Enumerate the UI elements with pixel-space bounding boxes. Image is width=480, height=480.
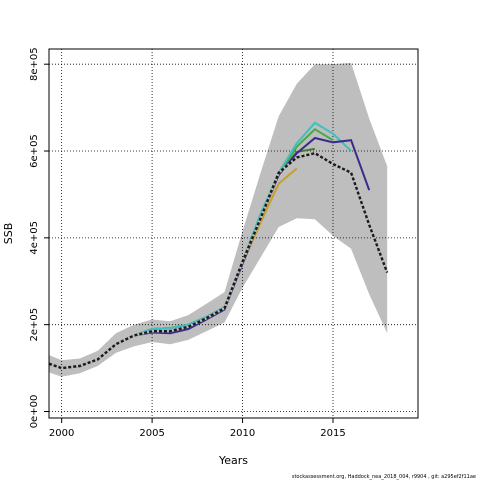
- y-axis-label: SSB: [2, 223, 15, 245]
- confidence-band: [49, 62, 388, 377]
- series-lines: [48, 121, 389, 370]
- plot-frame: [48, 48, 419, 419]
- series-line-estimate: [48, 151, 389, 370]
- y-tick-label: 4e+05: [29, 221, 40, 255]
- x-tick-label: 2005: [139, 428, 164, 439]
- y-tick-label: 6e+05: [29, 134, 40, 168]
- footer-note: stockassessment.org, Haddock_nea_2018_00…: [292, 474, 476, 480]
- x-tick-label: 2000: [49, 428, 74, 439]
- x-axis: 2000 2005 2010 2015: [49, 418, 346, 439]
- x-axis-label: Years: [218, 454, 248, 467]
- x-tick-label: 2015: [320, 428, 345, 439]
- y-tick-label: 2e+05: [29, 308, 40, 342]
- x-tick-label: 2010: [230, 428, 255, 439]
- y-tick-label: 0e+00: [29, 395, 40, 429]
- y-tick-label: 8e+05: [29, 47, 40, 81]
- y-axis: 0e+00 2e+05 4e+05 6e+05 8e+05: [29, 47, 49, 428]
- confidence-band-area: [49, 62, 388, 377]
